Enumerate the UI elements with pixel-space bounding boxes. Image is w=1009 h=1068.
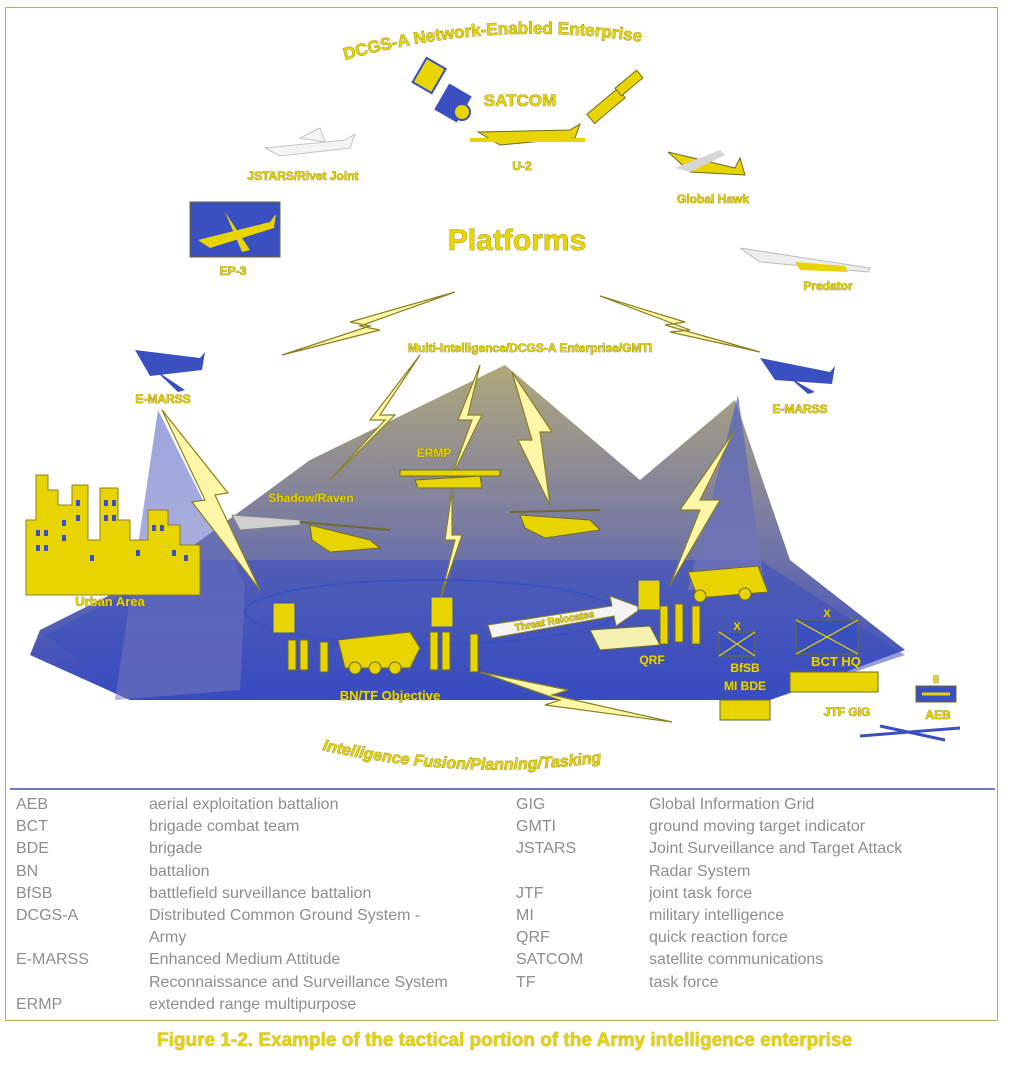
ground-plane — [45, 560, 905, 700]
legend-right-definition: Radar System — [649, 862, 751, 880]
threat-arrow — [487, 595, 644, 639]
u2-aircraft-icon — [470, 122, 585, 146]
legend-right-definition: task force — [649, 973, 719, 991]
legend-left-abbr: BfSB — [16, 884, 53, 902]
title-arc-label: DCGS-A Network-Enabled Enterprise — [341, 19, 643, 64]
aeb-echelon-ii: II — [933, 674, 939, 686]
mi-bde-building — [719, 699, 771, 721]
urban-area-buildings — [25, 474, 201, 596]
bct-hq-unit-symbol — [795, 619, 859, 655]
legend-left-abbr: AEB — [16, 796, 49, 813]
legend-right-definition: Global Information Grid — [649, 796, 815, 813]
satcom-label: SATCOM — [484, 91, 556, 110]
legend-right-abbr: MI — [516, 907, 534, 924]
global-hawk-icon — [667, 150, 746, 176]
ermp-label: ERMP — [417, 446, 452, 460]
lightning-bolts — [161, 291, 761, 723]
legend-left-abbr: ERMP — [16, 995, 63, 1013]
emarss-left-label: E-MARSS — [135, 392, 190, 406]
legend-left-definition: Distributed Common Ground System - — [149, 907, 421, 924]
legend-right-abbr: JTF — [516, 884, 544, 902]
legend-right-definition: military intelligence — [649, 907, 785, 924]
legend-left-abbr: E-MARSS — [16, 951, 89, 969]
legend-left-definition: Enhanced Medium Attitude — [149, 951, 341, 969]
aeb-aircraft-icon — [859, 724, 961, 742]
jtf-gig-label: JTF GIG — [824, 705, 871, 719]
network-label: Multi-Intelligence/DCGS-A Enterprise/GMT… — [408, 341, 652, 355]
bfsb-label: BfSB — [730, 661, 760, 675]
satellite-left-icon — [411, 56, 472, 123]
qrf-vehicle-icon — [589, 565, 769, 651]
jstars-aircraft-icon — [263, 127, 356, 157]
legend-right-abbr: GMTI — [516, 818, 556, 836]
legend-left-definition: brigade combat team — [149, 818, 300, 836]
diagram-canvas: DCGS-A Network-Enabled Enterprise Urban … — [10, 18, 995, 790]
bct-hq-label: BCT HQ — [811, 654, 861, 669]
legend-right-abbr: QRF — [516, 929, 550, 947]
emarss-right-label: E-MARSS — [772, 402, 827, 416]
shadow-label: Shadow/Raven — [268, 491, 353, 505]
soldier-icons — [287, 603, 701, 673]
bottom-arc-label: Intelligence Fusion/Planning/Tasking — [321, 737, 602, 773]
legend-right-abbr: TF — [516, 973, 536, 991]
helicopter-right-icon — [509, 509, 602, 539]
legend-right-abbr: JSTARS — [516, 840, 577, 858]
bfsb-echelon-x: X — [733, 621, 741, 633]
legend-left-definition: battlefield surveillance battalion — [149, 884, 372, 902]
figure-frame — [5, 7, 998, 1021]
u2-label: U-2 — [512, 159, 532, 173]
helicopter-left-icon — [299, 521, 391, 553]
shadow-uav-icon — [231, 514, 301, 531]
ermp-uav-icon — [399, 469, 501, 489]
legend-left-definition: Reconnaissance and Surveillance System — [149, 973, 448, 991]
ep3-label: EP-3 — [220, 264, 247, 278]
legend-left-definition: brigade — [149, 840, 203, 858]
legend-right-definition: Joint Surveillance and Target Attack — [649, 840, 903, 858]
sensor-beam-right — [688, 395, 765, 590]
legend-left-definition: battalion — [149, 862, 210, 880]
legend-left-abbr: DCGS-A — [16, 907, 79, 924]
predator-icon — [739, 247, 871, 273]
legend-right-definition: satellite communications — [649, 951, 824, 969]
legend-right-abbr: SATCOM — [516, 951, 584, 969]
emarss-right-icon — [760, 358, 835, 394]
emarss-left-icon — [135, 350, 205, 392]
ep3-aircraft-icon — [189, 201, 281, 258]
bct-hq-building — [789, 671, 879, 693]
legend-left-definition: aerial exploitation battalion — [149, 796, 339, 813]
global-hawk-label: Global Hawk — [677, 192, 749, 206]
urban-area-label: Urban Area — [75, 594, 145, 609]
legend-left-definition: extended range multipurpose — [149, 995, 357, 1013]
aeb-label: AEB — [925, 708, 951, 722]
legend-right-definition: ground moving target indicator — [649, 818, 866, 836]
legend-left-abbr: BCT — [16, 818, 48, 836]
legend-left-definition: Army — [149, 929, 187, 947]
legend-right-definition: quick reaction force — [649, 929, 788, 947]
jstars-label: JSTARS/Rivet Joint — [247, 169, 358, 183]
satellite-right-icon — [586, 69, 644, 125]
stryker-vehicle-icon — [337, 631, 421, 675]
legend-left-abbr: BDE — [16, 840, 49, 858]
target-icons — [272, 579, 661, 634]
qrf-label: QRF — [639, 653, 664, 667]
aeb-unit-symbol — [915, 685, 957, 703]
bct-echelon-x: X — [823, 608, 831, 620]
abbreviation-legend: AEB aerial exploitation battalion BCT briga… — [16, 794, 996, 1014]
bn-tf-objective-label: BN/TF Objective — [340, 688, 440, 703]
legend-right-definition: joint task force — [649, 884, 753, 902]
legend-right-abbr: GIG — [516, 796, 546, 813]
bfsb-unit-symbol — [718, 631, 756, 657]
figure-caption: Figure 1-2. Example of the tactical port… — [156, 1030, 853, 1051]
mi-bde-label: MI BDE — [724, 679, 766, 693]
platforms-title: Platforms — [448, 224, 586, 257]
legend-left-abbr: BN — [16, 862, 39, 880]
predator-label: Predator — [803, 279, 853, 293]
